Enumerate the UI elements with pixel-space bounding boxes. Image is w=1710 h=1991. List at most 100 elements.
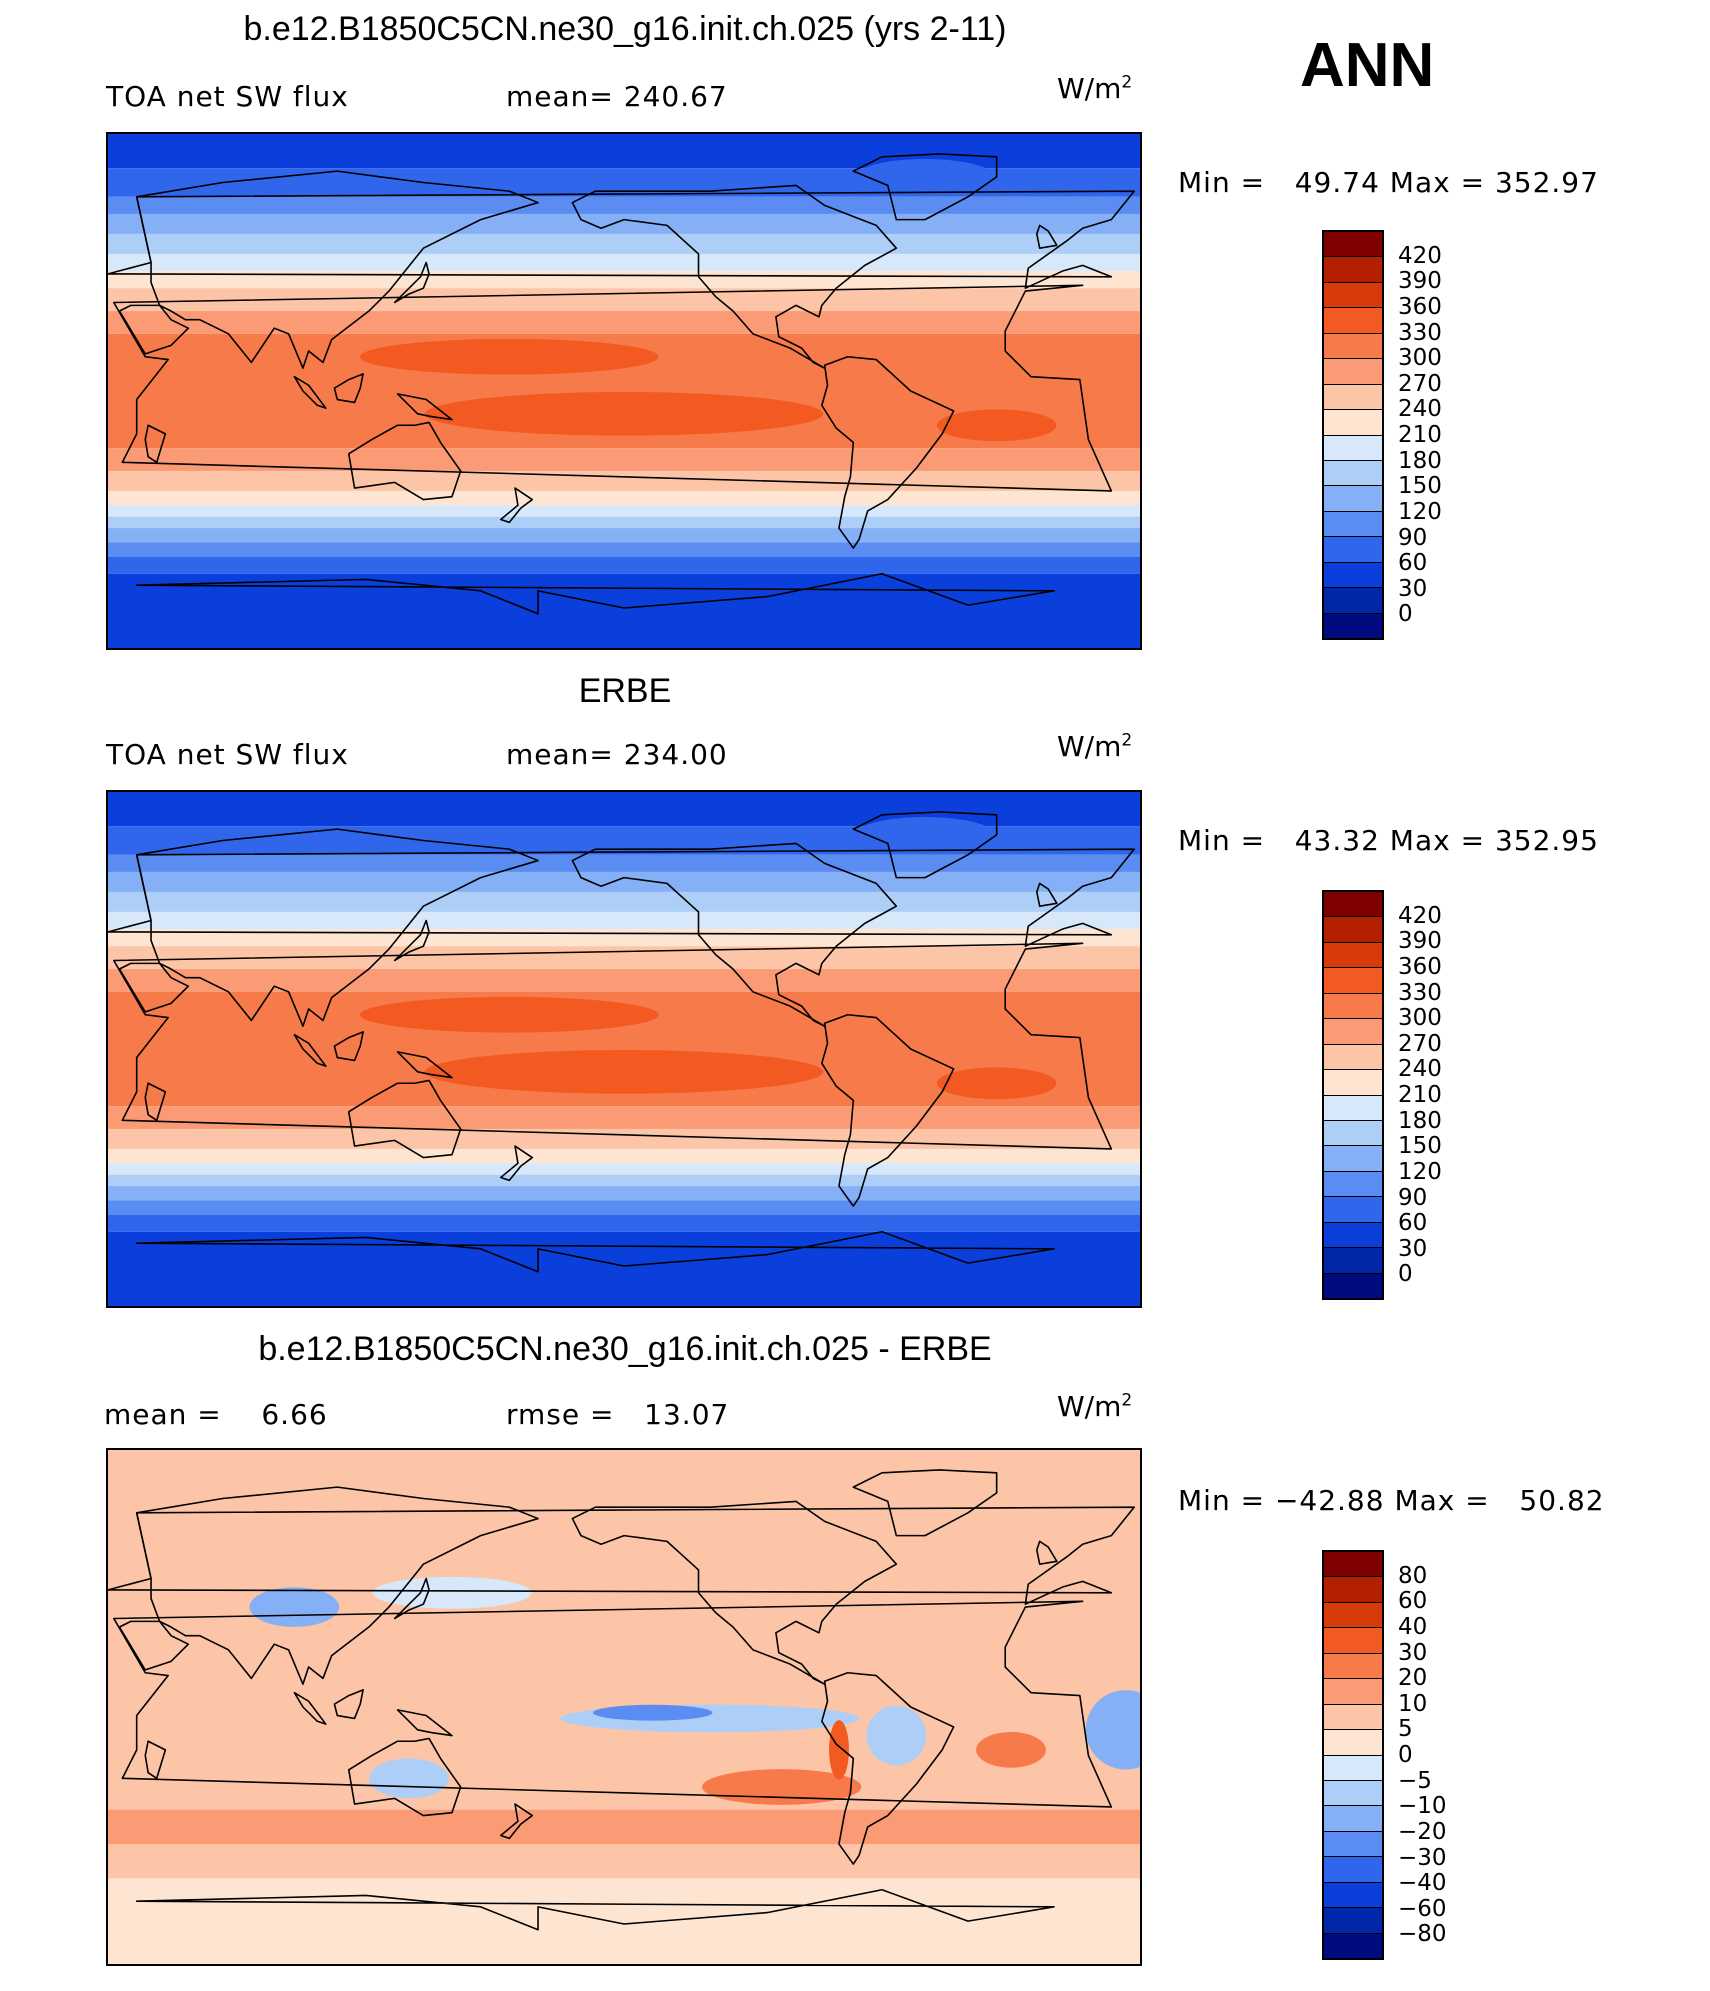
colorbar-tick-label: 0 xyxy=(1398,1261,1413,1288)
colorbar-tick-label: 10 xyxy=(1398,1690,1428,1717)
coastlines xyxy=(108,153,1136,615)
colorbar-swatch xyxy=(1324,282,1382,309)
coastline xyxy=(108,848,1136,947)
colorbar-tick-label: 30 xyxy=(1398,1639,1428,1666)
colorbar-swatch xyxy=(1324,1146,1382,1172)
colorbar-tick-label: 30 xyxy=(1398,575,1428,602)
coastline xyxy=(499,1145,534,1182)
units-label: W/m2 xyxy=(1057,1390,1133,1423)
mean-label: mean= 234.00 xyxy=(506,738,728,771)
colorbar-tick-label: 90 xyxy=(1398,524,1428,551)
colorbar-swatch xyxy=(1324,232,1382,258)
colorbar-swatch xyxy=(1324,1831,1382,1858)
colorbar-swatch xyxy=(1324,1552,1382,1578)
coastline xyxy=(293,375,327,409)
colorbar-swatch xyxy=(1324,1171,1382,1198)
map-plot xyxy=(106,1448,1142,1966)
colorbar-swatch xyxy=(1324,308,1382,334)
colorbar-tick-label: −20 xyxy=(1398,1818,1447,1845)
colorbar-swatch xyxy=(1324,1602,1382,1629)
colorbar-swatch xyxy=(1324,1933,1382,1958)
colorbar-tick-label: −30 xyxy=(1398,1844,1447,1871)
colorbar-tick-label: 300 xyxy=(1398,345,1442,372)
map-plot xyxy=(106,790,1142,1308)
coastline xyxy=(396,1051,453,1079)
coastline xyxy=(393,261,430,304)
coastline xyxy=(347,421,462,501)
coastline xyxy=(852,153,998,221)
colorbar-swatch xyxy=(1324,1730,1382,1756)
colorbar-labels: 420 390 360 330 300 270 240 210 180 150 120 90 60 30 0 xyxy=(1398,890,1478,1300)
colorbar-swatch xyxy=(1324,384,1382,411)
min-max-label: Min = 49.74 Max = 352.97 xyxy=(1178,166,1599,199)
coastline xyxy=(333,373,364,404)
colorbar-tick-label: 360 xyxy=(1398,293,1442,320)
colorbar-tick-label: −5 xyxy=(1398,1767,1432,1794)
colorbar-swatch xyxy=(1324,1577,1382,1603)
coastlines xyxy=(108,1469,1136,1931)
coastline xyxy=(393,919,430,962)
colorbar-swatch xyxy=(1324,1857,1382,1883)
coastline xyxy=(135,1486,539,1685)
colorbar-tick-label: 80 xyxy=(1398,1562,1428,1589)
colorbar-swatch xyxy=(1324,1755,1382,1781)
panel-title: ERBE xyxy=(578,672,672,710)
coastline xyxy=(499,487,534,524)
coastline xyxy=(112,1600,1113,1808)
coastline xyxy=(112,284,1113,492)
season-label: ANN xyxy=(1300,31,1435,100)
panel-title: b.e12.B1850C5CN.ne30_g16.init.ch.025 (yr… xyxy=(243,10,1007,48)
units-label: W/m2 xyxy=(1057,72,1133,105)
colorbar-swatch xyxy=(1324,917,1382,943)
map-canvas xyxy=(108,134,1140,648)
panel-observation: ERBE TOA net SW flux mean= 234.00 W/m2 M… xyxy=(0,660,1710,1320)
colorbar-tick-label: 120 xyxy=(1398,1158,1442,1185)
colorbar-swatch xyxy=(1324,1806,1382,1832)
colorbar-tick-label: 0 xyxy=(1398,1742,1413,1768)
colorbar-tick-label: 390 xyxy=(1398,928,1442,955)
colorbar-tick-label: −60 xyxy=(1398,1895,1447,1922)
coastline xyxy=(852,811,998,879)
map-plot xyxy=(106,132,1142,650)
colorbar-swatch xyxy=(1324,942,1382,969)
colorbar-tick-label: −40 xyxy=(1398,1870,1447,1897)
colorbar-swatch xyxy=(1324,562,1382,589)
colorbar-tick-label: 330 xyxy=(1398,319,1442,346)
colorbar-swatch xyxy=(1324,1044,1382,1071)
colorbar-swatch xyxy=(1324,537,1382,563)
colorbar-tick-label: 60 xyxy=(1398,1210,1428,1237)
colorbar-swatch xyxy=(1324,257,1382,283)
coastline xyxy=(1036,1540,1058,1566)
coastline xyxy=(333,1689,364,1720)
colorbar-swatch xyxy=(1324,1628,1382,1654)
colorbar-swatch xyxy=(1324,1197,1382,1223)
colorbar-swatch xyxy=(1324,968,1382,994)
map-canvas xyxy=(108,792,1140,1306)
colorbar-swatch xyxy=(1324,892,1382,918)
coastline xyxy=(852,1469,998,1537)
colorbar-swatch xyxy=(1324,1095,1382,1121)
colorbar-swatch xyxy=(1324,1070,1382,1096)
coastline xyxy=(144,1740,167,1780)
colorbar-tick-label: 270 xyxy=(1398,1030,1442,1057)
colorbar-swatch xyxy=(1324,410,1382,436)
units-label: W/m2 xyxy=(1057,730,1133,763)
colorbar-swatch xyxy=(1324,1019,1382,1045)
mean-label: mean= 240.67 xyxy=(506,80,728,113)
coastline xyxy=(108,1506,1136,1605)
coastline xyxy=(499,1803,534,1840)
coastline xyxy=(118,304,190,355)
colorbar-tick-label: 420 xyxy=(1398,242,1442,269)
colorbar xyxy=(1322,1550,1384,1960)
coastline xyxy=(821,1671,955,1865)
colorbar-swatch xyxy=(1324,1882,1382,1909)
coastline xyxy=(108,190,1136,289)
coastline xyxy=(135,572,1055,615)
colorbar-swatch xyxy=(1324,1780,1382,1807)
colorbar-tick-label: 240 xyxy=(1398,396,1442,423)
colorbar-tick-label: 5 xyxy=(1398,1716,1413,1743)
min-max-label: Min = −42.88 Max = 50.82 xyxy=(1178,1484,1605,1517)
coastline xyxy=(118,962,190,1013)
coastline xyxy=(571,842,898,1027)
min-max-label: Min = 43.32 Max = 352.95 xyxy=(1178,824,1599,857)
